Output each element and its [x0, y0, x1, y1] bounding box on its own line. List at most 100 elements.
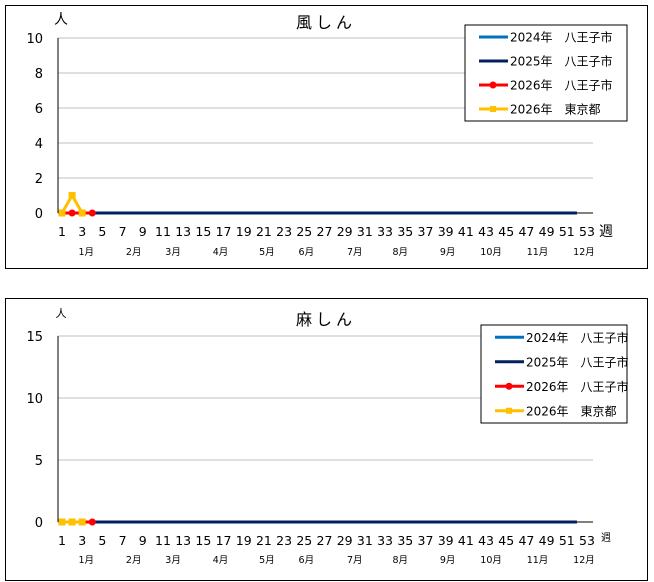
y-tick-label: 0 [35, 207, 43, 222]
x-tick-label: 37 [418, 533, 434, 548]
x-tick-label: 49 [539, 224, 555, 239]
x-tick-label: 17 [216, 224, 232, 239]
x-tick-label: 41 [458, 224, 474, 239]
legend-item: 2025年 八王子市 [495, 354, 629, 369]
x-axis-unit-label: 週 [599, 224, 613, 240]
legend-label: 2026年 八王子市 [526, 379, 629, 394]
x-tick-label: 5 [98, 224, 106, 239]
x-tick-label: 13 [175, 224, 191, 239]
legend-item: 2025年 八王子市 [479, 54, 613, 69]
month-label: 7月 [347, 555, 363, 566]
legend-label: 2025年 八王子市 [510, 54, 613, 69]
data-point [68, 192, 76, 199]
y-axis-unit-label: 人 [56, 307, 67, 320]
y-tick-label: 5 [35, 454, 43, 469]
legend-box [464, 24, 628, 122]
x-tick-label: 45 [498, 533, 514, 548]
legend-marker [489, 81, 497, 89]
month-label: 10月 [480, 247, 502, 258]
data-point [68, 209, 76, 217]
x-tick-label: 51 [559, 224, 575, 239]
x-tick-label: 31 [357, 533, 373, 548]
month-label: 11月 [527, 247, 549, 258]
data-point [78, 518, 86, 526]
x-tick-label: 49 [539, 533, 555, 548]
x-tick-label: 23 [276, 224, 292, 239]
y-axis-unit-label: 人 [54, 12, 68, 28]
legend-marker [490, 106, 496, 112]
x-tick-label: 37 [418, 224, 434, 239]
month-label: 11月 [527, 555, 549, 566]
legend-label: 2026年 東京都 [510, 103, 601, 117]
x-tick-label: 11 [155, 533, 171, 548]
legend-item: 2026年 八王子市 [495, 379, 629, 394]
x-tick-label: 3 [78, 224, 86, 239]
month-label: 3月 [165, 555, 181, 566]
x-tick-label: 23 [276, 533, 292, 548]
x-tick-label: 11 [155, 224, 171, 239]
y-tick-label: 10 [26, 392, 43, 407]
x-tick-label: 25 [296, 224, 312, 239]
month-label: 2月 [126, 247, 142, 258]
legend-label: 2026年 八王子市 [510, 78, 613, 93]
x-tick-label: 39 [438, 533, 454, 548]
x-tick-label: 25 [296, 533, 312, 548]
month-label: 12月 [573, 247, 595, 258]
x-tick-label: 21 [256, 224, 272, 239]
x-tick-label: 13 [175, 533, 191, 548]
month-label: 12月 [573, 555, 595, 566]
legend: 2024年 八王子市 2025年 八王子市 2026年 八王子市 2026年 東京都 [464, 24, 628, 122]
month-label: 5月 [259, 555, 275, 566]
x-tick-label: 43 [478, 533, 494, 548]
y-tick-label: 10 [26, 32, 43, 47]
x-tick-label: 47 [518, 224, 534, 239]
x-tick-label: 1 [58, 533, 66, 548]
x-tick-label: 39 [438, 224, 454, 239]
x-tick-label: 35 [397, 224, 413, 239]
y-tick-label: 6 [35, 102, 43, 117]
x-tick-label: 47 [518, 533, 534, 548]
legend-item: 2026年 東京都 [495, 404, 617, 418]
x-tick-label: 19 [236, 533, 252, 548]
legend-label: 2024年 八王子市 [510, 30, 613, 45]
month-label: 7月 [347, 247, 363, 258]
x-tick-label: 3 [78, 533, 86, 548]
x-tick-label: 33 [377, 533, 393, 548]
x-tick-label: 9 [139, 224, 147, 239]
x-tick-label: 53 [579, 533, 595, 548]
x-tick-label: 17 [216, 533, 232, 548]
x-tick-label: 1 [58, 224, 66, 239]
x-tick-label: 7 [119, 533, 127, 548]
data-point [58, 518, 66, 526]
x-tick-label: 53 [579, 224, 595, 239]
chart-title: 風しん [296, 13, 356, 32]
x-axis-unit-label: 週 [601, 532, 611, 544]
legend-marker [505, 382, 513, 390]
y-tick-label: 8 [35, 67, 43, 82]
y-tick-label: 2 [35, 172, 43, 187]
month-label: 6月 [299, 555, 315, 566]
legend-box [480, 324, 628, 424]
data-point [88, 518, 96, 526]
y-tick-label: 15 [26, 330, 43, 345]
x-tick-label: 45 [498, 224, 514, 239]
month-label: 2月 [126, 555, 142, 566]
x-tick-label: 29 [337, 533, 353, 548]
x-tick-label: 19 [236, 224, 252, 239]
month-label: 4月 [213, 247, 229, 258]
legend-marker [506, 407, 512, 414]
month-label: 1月 [78, 555, 94, 566]
x-tick-label: 31 [357, 224, 373, 239]
x-tick-label: 15 [195, 224, 211, 239]
month-label: 10月 [480, 555, 502, 566]
legend-item: 2026年 八王子市 [479, 78, 613, 93]
x-tick-label: 5 [98, 533, 106, 548]
legend-item: 2026年 東京都 [479, 103, 601, 117]
legend-item: 2024年 八王子市 [479, 30, 613, 45]
month-label: 3月 [165, 247, 181, 258]
y-tick-label: 0 [35, 516, 43, 531]
measles-chart: 0 5 10 15 人麻しん 1 3 5 7 9 11 13 15 17 19 21 23 25 27 29 31 33 3… [5, 298, 648, 581]
month-label: 5月 [259, 247, 275, 258]
x-tick-label: 7 [119, 224, 127, 239]
